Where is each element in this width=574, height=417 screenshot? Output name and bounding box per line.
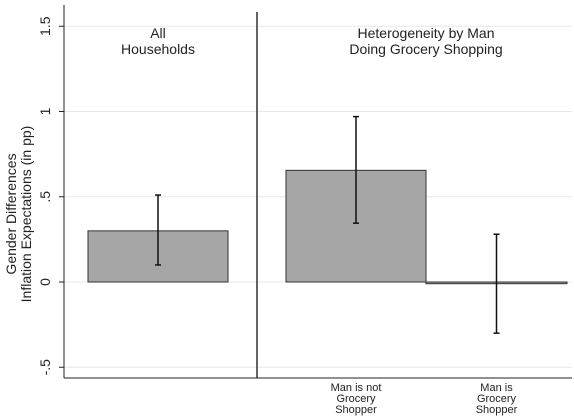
y-axis-title: Gender Differences	[3, 153, 19, 274]
panel-title: Heterogeneity by Man	[358, 25, 495, 41]
x-category-label: Shopper	[476, 404, 518, 416]
y-axis-title: Inflation Expectations (in pp)	[18, 126, 34, 303]
y-tick-label: 1.5	[37, 16, 53, 36]
x-category-label: Man is	[480, 382, 513, 394]
panel-title: All	[150, 25, 166, 41]
bars	[87, 115, 568, 334]
x-category-label: Shopper	[335, 404, 377, 416]
x-category-label: Grocery	[336, 393, 376, 405]
y-tick-label: 0	[37, 278, 53, 286]
x-category-label: Man is not	[331, 382, 382, 394]
y-tick-label: .5	[37, 191, 53, 203]
y-tick-label: -.5	[37, 359, 53, 376]
axes	[59, 5, 572, 379]
y-tick-label: 1	[37, 107, 53, 115]
x-category-label: Grocery	[477, 393, 517, 405]
labels: -.5 0 .5 1 1.5 Gender Differences Inflation Ex…	[3, 16, 518, 416]
panel-title: Households	[121, 41, 195, 57]
panel-title: Doing Grocery Shopping	[349, 41, 502, 57]
